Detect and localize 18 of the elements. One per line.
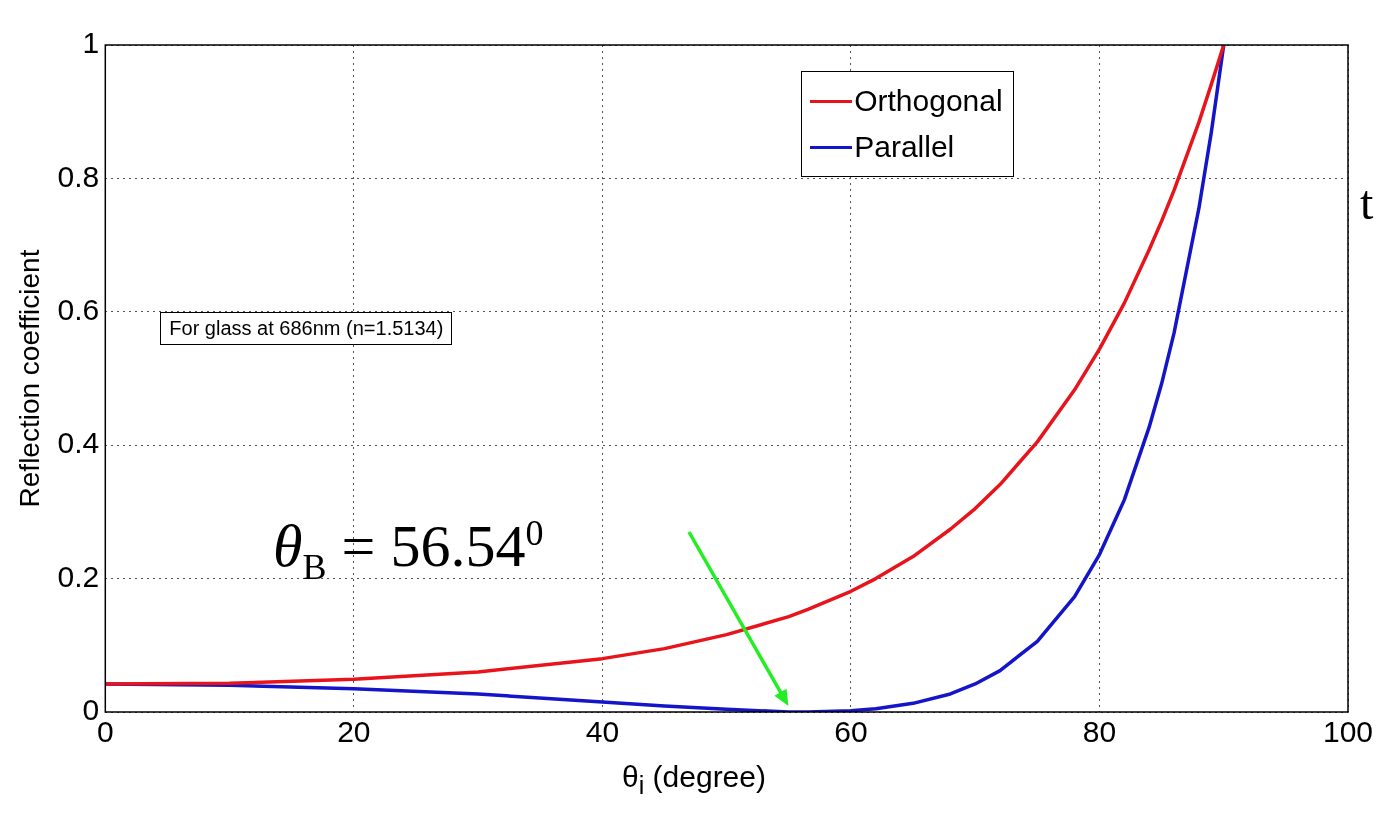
annotation: θ$_{B}$ = 56.54$^{0}$ xyxy=(273,511,544,588)
x-tick-label: 100 xyxy=(1322,715,1374,749)
x-axis-title: θ$_{i}$ (degree) xyxy=(621,760,767,800)
legend-label: Parallel xyxy=(854,130,955,164)
text: t xyxy=(1360,175,1374,230)
x-tick-label: 40 xyxy=(585,715,620,749)
y-tick-label: 0 xyxy=(82,693,100,727)
y-tick-label: 0.6 xyxy=(57,293,100,327)
y-axis-title: Reflection coefficient xyxy=(13,249,45,508)
y-tick-label: 0.4 xyxy=(57,426,100,460)
x-tick-label: 60 xyxy=(834,715,868,749)
x-tick-label: 80 xyxy=(1082,715,1117,749)
y-tick-label: 0.2 xyxy=(57,559,100,593)
x-tick-label: 20 xyxy=(337,715,371,749)
legend-label: Orthogonal xyxy=(854,84,1003,118)
y-tick-label: 1 xyxy=(82,26,100,60)
y-tick-label: 0.8 xyxy=(57,159,100,193)
annotation: For glass at 686nm (n=1.5134) xyxy=(160,311,453,345)
